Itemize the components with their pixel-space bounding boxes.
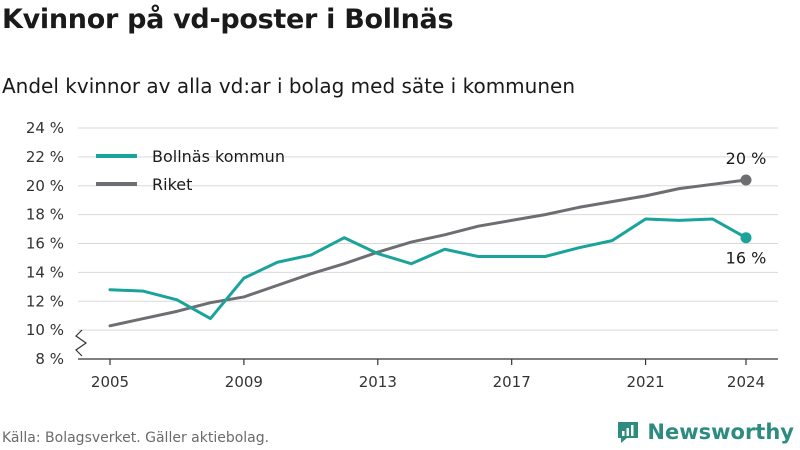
x-tick-label: 2013 [359, 373, 397, 391]
axis-break-icon [75, 329, 88, 357]
y-tick-label: 12 % [26, 292, 64, 310]
chart-subtitle: Andel kvinnor av alla vd:ar i bolag med … [2, 74, 575, 98]
brand-name: Newsworthy [647, 420, 794, 444]
legend-label-bollnas: Bollnäs kommun [152, 147, 285, 166]
series-end-point-riket [740, 174, 752, 186]
y-tick-label: 8 % [35, 350, 64, 368]
x-tick-label: 2009 [225, 373, 263, 391]
legend-label-riket: Riket [152, 175, 192, 194]
end-label-bollnas: 16 % [726, 249, 767, 268]
chart-title: Kvinnor på vd-poster i Bollnäs [2, 4, 454, 35]
series-end-point-bollnas [740, 232, 752, 244]
source-note: Källa: Bolagsverket. Gäller aktiebolag. [2, 430, 270, 446]
x-tick-label: 2024 [727, 373, 765, 391]
y-tick-label: 14 % [26, 263, 64, 281]
y-tick-label: 16 % [26, 235, 64, 253]
y-tick-label: 20 % [26, 177, 64, 195]
line-chart: 8 % 10 % 12 % 14 % 16 % 18 % 20 % 22 % 24 % 2005 2… [26, 119, 778, 391]
brand-logo: Newsworthy [615, 419, 794, 445]
series-line-bollnas [108, 217, 748, 321]
y-tick-label: 10 % [26, 321, 64, 339]
series-line-riket [108, 178, 748, 328]
x-tick-label: 2021 [626, 373, 664, 391]
y-tick-label: 22 % [26, 148, 64, 166]
y-tick-label: 24 % [26, 119, 64, 137]
y-tick-label: 18 % [26, 206, 64, 224]
x-tick-label: 2005 [91, 373, 129, 391]
end-label-riket: 20 % [726, 149, 767, 168]
x-tick-label: 2017 [493, 373, 531, 391]
newsworthy-logo-icon [618, 422, 639, 443]
